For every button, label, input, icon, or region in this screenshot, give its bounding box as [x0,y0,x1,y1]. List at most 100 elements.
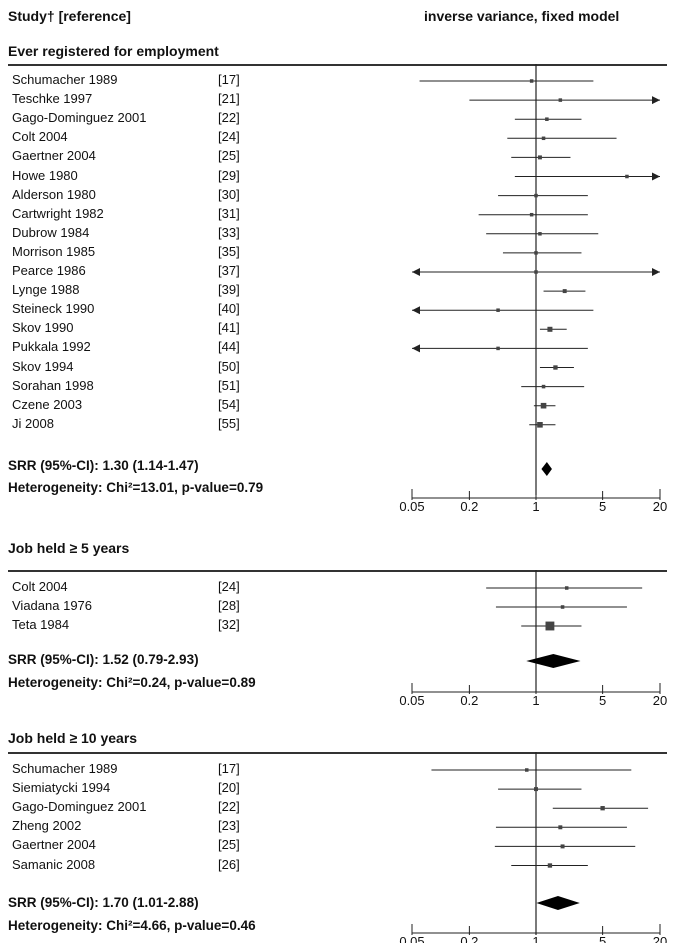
heterogeneity-ever-registered: Heterogeneity: Chi²=13.01, p-value=0.79 [8,480,264,495]
arrow-left-marker [412,306,420,315]
section-title-ever-registered: Ever registered for employment [8,43,219,59]
x-axis-tick-label: 0.2 [460,499,478,514]
point-estimate-box [547,326,553,332]
study-name: Alderson 1980 [12,186,96,202]
point-estimate-box [564,586,569,590]
point-estimate-box [534,193,538,198]
point-estimate-box [545,117,549,121]
point-estimate-box [545,621,555,631]
study-name: Viadana 1976 [12,598,93,613]
study-name: Samanic 2008 [12,856,96,872]
point-estimate-box [537,422,543,428]
point-estimate-box [525,768,529,772]
study-name: Teschke 1997 [12,91,93,107]
section-title-job-5-years: Job held ≥ 5 years [8,540,130,556]
point-estimate-box [547,863,553,868]
point-estimate-box [534,787,538,792]
study-name: Zheng 2002 [12,818,82,834]
x-axis-tick-label: 20 [653,934,667,943]
study-reference: [40] [218,301,240,317]
section-divider [8,64,667,66]
study-reference: [28] [218,598,240,613]
study-reference: [22] [218,110,240,126]
point-estimate-box [560,844,565,849]
study-name: Czene 2003 [12,396,83,412]
study-name: Schumacher 1989 [12,761,118,776]
summary-label-job-10-years: SRR (95%-CI): 1.70 (1.01-2.88) [8,895,199,910]
point-estimate-box [537,155,542,160]
summary-label-ever-registered: SRR (95%-CI): 1.30 (1.14-1.47) [8,458,199,473]
study-name: Howe 1980 [12,167,78,183]
arrow-right-marker [652,268,660,276]
study-reference: [33] [218,224,240,240]
study-name: Ji 2008 [12,415,54,431]
arrow-left-marker [412,268,420,276]
summary-diamond [526,654,581,668]
point-estimate-box [540,402,547,409]
x-axis-tick-label: 0.05 [399,934,424,943]
study-name: Sorahan 1998 [12,377,94,393]
point-estimate-box [534,251,538,255]
study-column-header: Study† [reference] [8,8,131,24]
x-axis-tick-label: 20 [653,693,667,708]
section-title-job-10-years: Job held ≥ 10 years [8,730,138,746]
point-estimate-box [538,232,542,236]
point-estimate-box [529,212,534,217]
point-estimate-box [496,346,500,351]
study-reference: [25] [218,148,240,164]
summary-diamond [536,896,580,910]
point-estimate-box [541,384,546,389]
point-estimate-box [541,136,546,141]
summary-label-job-5-years: SRR (95%-CI): 1.52 (0.79-2.93) [8,652,199,667]
point-estimate-box [562,289,567,294]
point-estimate-box [625,174,629,179]
study-name: Skov 1990 [12,320,74,336]
point-estimate-box [558,825,563,830]
study-name: Colt 2004 [12,129,68,145]
x-axis-tick-label: 1 [532,693,539,708]
x-axis-tick-label: 5 [599,693,606,708]
study-reference: [31] [218,205,240,221]
model-column-header: inverse variance, fixed model [424,8,620,24]
x-axis-tick-label: 0.2 [460,934,478,943]
study-name: Gaertner 2004 [12,837,96,853]
study-reference: [20] [218,780,240,796]
study-reference: [55] [218,415,240,431]
x-axis-tick-label: 0.2 [460,693,478,708]
summary-diamond [541,462,552,476]
study-reference: [51] [218,377,240,393]
heterogeneity-job-10-years: Heterogeneity: Chi²=4.66, p-value=0.46 [8,918,256,933]
point-estimate-box [558,98,563,102]
x-axis-tick-label: 0.05 [399,499,424,514]
study-reference: [30] [218,186,240,202]
study-name: Gago-Dominguez 2001 [12,799,147,815]
study-reference: [24] [218,579,240,594]
study-reference: [17] [218,72,240,87]
study-name: Cartwright 1982 [12,205,104,221]
study-name: Gago-Dominguez 2001 [12,110,147,126]
section-divider [8,752,667,754]
point-estimate-box [534,270,538,274]
study-name: Lynge 1988 [12,282,80,298]
study-reference: [26] [218,856,240,872]
study-reference: [17] [218,761,240,776]
x-axis-tick-label: 5 [599,934,606,943]
point-estimate-box [600,806,605,811]
arrow-right-marker [652,96,660,105]
study-name: Siemiatycki 1994 [12,780,111,796]
x-axis-tick-label: 1 [532,934,539,943]
study-name: Morrison 1985 [12,243,96,259]
study-name: Schumacher 1989 [12,72,118,87]
study-reference: [29] [218,167,240,183]
point-estimate-box [529,79,534,83]
study-reference: [54] [218,396,240,412]
point-estimate-box [553,365,558,370]
point-estimate-box [560,605,565,609]
x-axis-tick-label: 5 [599,499,606,514]
study-name: Pearce 1986 [12,263,86,278]
heterogeneity-job-5-years: Heterogeneity: Chi²=0.24, p-value=0.89 [8,675,256,690]
study-reference: [24] [218,129,240,145]
study-reference: [23] [218,818,240,834]
study-name: Gaertner 2004 [12,148,96,164]
study-name: Skov 1994 [12,358,74,374]
